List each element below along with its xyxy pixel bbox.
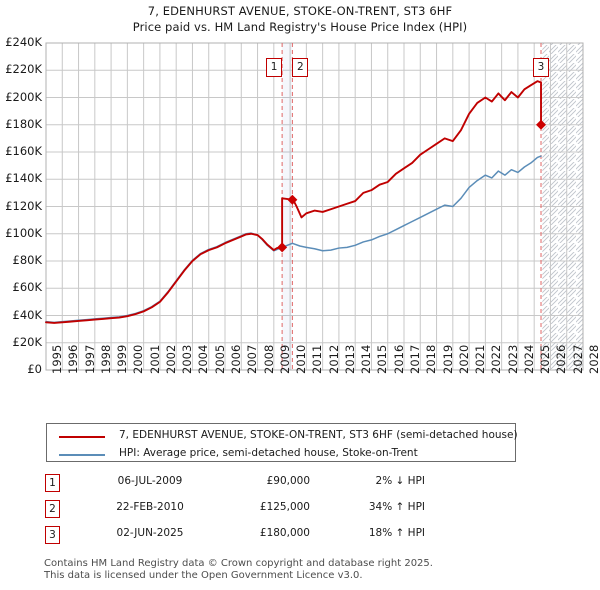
x-axis-tick-label: 2003: [180, 344, 195, 374]
x-axis-tick-label: 2002: [163, 344, 178, 374]
footer-line-2: This data is licensed under the Open Gov…: [44, 569, 363, 581]
x-axis-tick-label: 1999: [115, 344, 130, 374]
legend-item-property: 7, EDENHURST AVENUE, STOKE-ON-TRENT, ST3…: [47, 426, 518, 445]
plot-area: [45, 42, 584, 371]
x-axis-tick-label: 1997: [82, 344, 97, 374]
y-axis-tick-label: £180K: [5, 116, 42, 131]
x-axis-tick-label: 1996: [66, 344, 81, 374]
transaction-price: £125,000: [259, 501, 310, 513]
title-line-2: Price paid vs. HM Land Registry's House …: [132, 20, 468, 34]
transaction-marker-3: 3: [45, 526, 60, 544]
transaction-date: 02-JUN-2025: [116, 527, 184, 539]
x-axis-tick-label: 2006: [229, 344, 243, 374]
table-row[interactable]: 2 22-FEB-2010 £125,000 34% ↑ HPI: [0, 500, 600, 526]
legend-item-hpi: HPI: Average price, semi-detached house,…: [47, 444, 515, 463]
x-axis-tick-label: 2000: [131, 344, 146, 374]
legend-label-property: 7, EDENHURST AVENUE, STOKE-ON-TRENT, ST3…: [119, 429, 518, 441]
legend-swatch-property: [59, 436, 105, 438]
transaction-hpi-delta: 2% ↓ HPI: [375, 475, 425, 487]
x-axis-tick-label: 2018: [424, 344, 439, 374]
x-axis-tick-label: 2016: [391, 344, 406, 374]
transaction-hpi-delta: 18% ↑ HPI: [368, 527, 425, 539]
x-axis-tick-label: 2019: [440, 344, 455, 374]
x-axis-tick-label: 2023: [505, 344, 520, 374]
plot-marker-2[interactable]: 2: [292, 58, 309, 77]
plot-marker-1[interactable]: 1: [266, 58, 283, 77]
x-axis-tick-label: 2022: [489, 344, 504, 374]
legend-label-hpi: HPI: Average price, semi-detached house,…: [119, 447, 418, 459]
y-axis-tick-label: £160K: [5, 144, 42, 158]
x-axis-tick-label: 2004: [196, 344, 211, 374]
table-row[interactable]: 3 02-JUN-2025 £180,000 18% ↑ HPI: [0, 526, 600, 552]
table-row[interactable]: 1 06-JUL-2009 £90,000 2% ↓ HPI: [0, 474, 600, 500]
transaction-date: 22-FEB-2010: [116, 501, 184, 513]
x-axis-tick-label: 2028: [587, 344, 600, 374]
x-axis-tick-label: 2007: [245, 344, 260, 374]
x-axis-tick-label: 2017: [408, 344, 422, 374]
y-axis-tick-label: £40K: [12, 307, 43, 322]
x-axis-tick-label: 2026: [554, 344, 569, 374]
x-axis-tick-label: 2009: [277, 344, 292, 374]
y-axis-tick-label: £80K: [12, 253, 43, 267]
x-axis-tick-label: 2008: [261, 344, 276, 374]
x-axis-tick-label: 2012: [326, 344, 341, 374]
x-axis-tick-label: 2010: [294, 344, 309, 374]
x-axis-tick-label: 2013: [342, 344, 357, 374]
y-axis-tick-label: £140K: [5, 171, 42, 186]
y-axis-tick-label: £100K: [5, 225, 42, 240]
transaction-marker-1: 1: [45, 474, 60, 492]
footer-line-1: Contains HM Land Registry data © Crown c…: [44, 558, 433, 569]
x-axis-tick-label: 1995: [50, 344, 64, 374]
transaction-price: £180,000: [259, 527, 310, 539]
x-axis-tick-label: 2021: [473, 344, 488, 374]
page-title: 7, EDENHURST AVENUE, STOKE-ON-TRENT, ST3…: [0, 3, 600, 35]
x-axis-tick-label: 2001: [147, 344, 162, 374]
plot-marker-3[interactable]: 3: [533, 58, 550, 77]
x-axis-tick-label: 1998: [98, 344, 113, 374]
x-axis-tick-label: 2005: [212, 344, 227, 374]
transaction-hpi-delta: 34% ↑ HPI: [368, 501, 425, 513]
x-axis-tick-label: 2015: [375, 344, 390, 374]
title-line-1: 7, EDENHURST AVENUE, STOKE-ON-TRENT, ST3…: [147, 4, 453, 18]
y-axis-tick-label: £60K: [12, 280, 43, 295]
footer-attribution: Contains HM Land Registry data © Crown c…: [44, 558, 584, 581]
transaction-marker-2: 2: [45, 500, 60, 518]
x-axis-tick-label: 2011: [310, 344, 325, 374]
transaction-date: 06-JUL-2009: [117, 475, 183, 487]
chart-legend: 7, EDENHURST AVENUE, STOKE-ON-TRENT, ST3…: [46, 423, 518, 463]
y-axis-tick-label: £0: [27, 362, 42, 376]
y-axis-tick-label: £200K: [5, 89, 42, 104]
transaction-price: £90,000: [266, 475, 310, 487]
y-axis-tick-label: £220K: [5, 62, 42, 77]
legend-swatch-hpi: [59, 454, 105, 456]
x-axis-tick-label: 2014: [359, 344, 374, 374]
y-axis-tick-label: £20K: [12, 334, 43, 349]
x-axis-tick-label: 2020: [456, 344, 471, 374]
y-axis-tick-label: £240K: [5, 35, 42, 49]
x-axis-tick-label: 2024: [521, 344, 536, 374]
x-axis-tick-label: 2027: [570, 344, 585, 374]
x-axis-tick-label: 2025: [538, 344, 553, 374]
y-axis-tick-label: £120K: [5, 198, 42, 213]
